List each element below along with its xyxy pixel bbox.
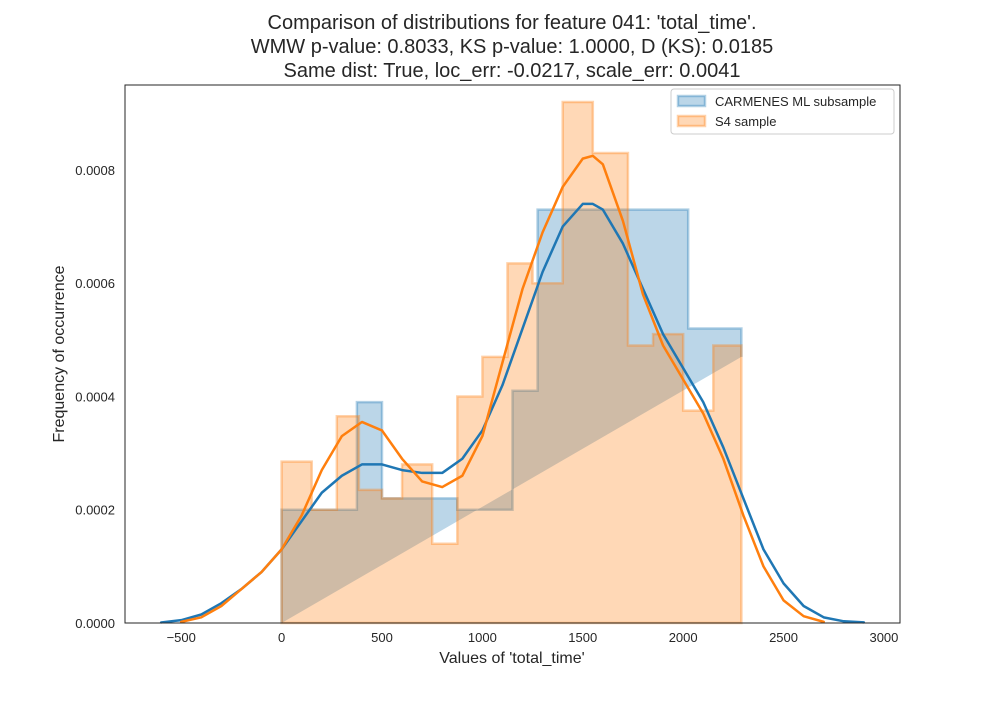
x-tick-label: 0 [278,630,285,645]
x-tick-label: −500 [167,630,196,645]
kde-line-s4 [179,154,825,624]
histogram-carmenes [280,208,743,623]
y-axis-label: Frequency of occurrence [51,265,68,442]
y-tick-label: 0.0006 [75,276,115,291]
legend-box [670,88,895,135]
x-tick-label: 3000 [869,630,898,645]
y-tick-label: 0.0000 [75,616,115,631]
legend-label-carmenes: CARMENES ML subsample [715,94,876,109]
y-tick-label: 0.0008 [75,163,115,178]
histogram-area-carmenes [280,208,743,623]
chart-title-line-3: Same dist: True, loc_err: -0.0217, scale… [284,60,741,82]
chart-title: Comparison of distributions for feature … [251,12,773,82]
x-tick-label: 1000 [468,630,497,645]
plot-frame [124,84,901,624]
x-tick-label: 1500 [568,630,597,645]
y-tick-label: 0.0004 [75,389,115,404]
x-tick-label: 2000 [669,630,698,645]
legend-swatch-carmenes [676,94,707,108]
legend: CARMENES ML subsample S4 sample [670,88,895,135]
plot-content [159,100,866,625]
x-tick-label: 2500 [769,630,798,645]
axes-frame [124,84,901,624]
legend-swatch-s4 [676,114,707,128]
legend-label-s4: S4 sample [715,114,776,129]
x-tick-label: 500 [371,630,393,645]
tick-layer: −500 0 500 1000 1500 2000 2500 3000 0.0000 0.0002… [75,163,898,645]
chart-title-line-2: WMW p-value: 0.8033, KS p-value: 1.0000,… [251,36,773,58]
chart-title-line-1: Comparison of distributions for feature … [268,12,757,34]
x-axis-label: Values of 'total_time' [439,650,584,667]
y-tick-label: 0.0002 [75,503,115,518]
